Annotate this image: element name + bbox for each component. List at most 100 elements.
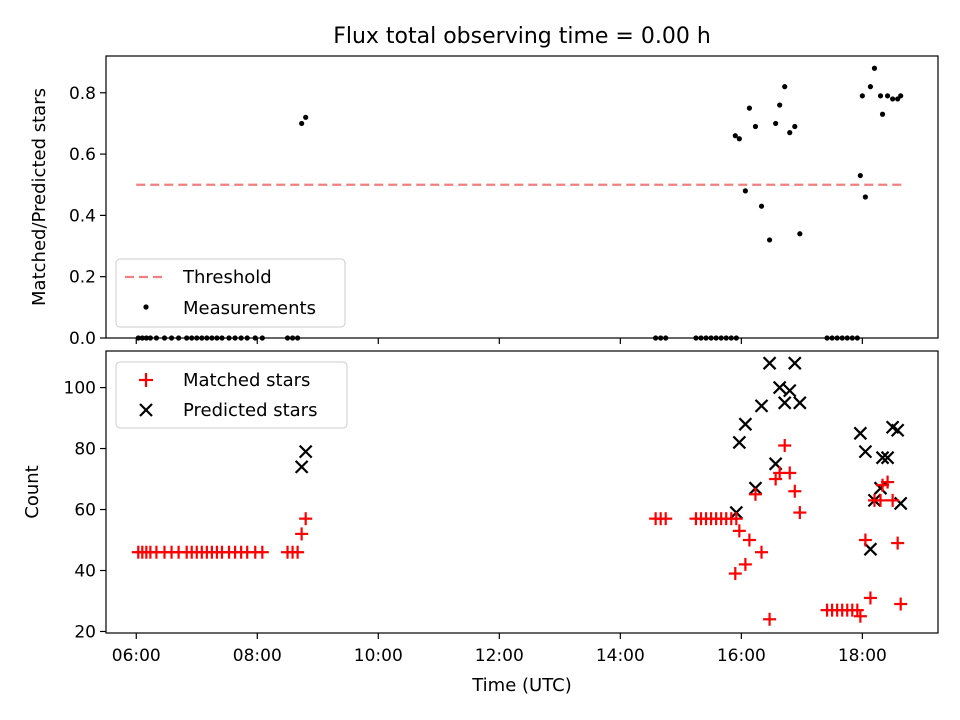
measurement-point	[877, 93, 884, 99]
predicted-point	[880, 450, 895, 465]
top-y-tick-label: 0.0	[69, 329, 96, 349]
matched-point	[738, 557, 752, 571]
matched-point	[863, 591, 877, 605]
measurement-point	[746, 105, 753, 111]
matched-stars-series	[131, 439, 908, 626]
matched-point	[778, 439, 792, 453]
matched-point	[858, 533, 872, 547]
top-y-tick-label: 0.2	[69, 268, 96, 288]
bottom-x-tick-label: 08:00	[233, 646, 282, 666]
top-plot-frame	[105, 55, 939, 339]
matched-point	[891, 536, 905, 550]
bottom-plot-frame	[105, 350, 939, 634]
measurement-point	[884, 93, 891, 99]
predicted-point	[294, 460, 309, 474]
measurement-point	[742, 188, 748, 194]
predicted-point	[762, 356, 777, 370]
predicted-point	[777, 396, 792, 410]
top-panel: 0.00.20.40.60.8 Matched/Predicted stars …	[29, 55, 939, 349]
predicted-point	[298, 444, 313, 459]
matched-point	[299, 512, 313, 526]
legend-predicted-swatch	[139, 403, 153, 417]
measurement-point	[732, 133, 738, 139]
matched-point	[850, 603, 864, 617]
matched-point	[742, 533, 756, 547]
measurement-point	[890, 96, 896, 102]
matched-point	[874, 493, 888, 507]
bottom-panel: 20 40 60 80 100 06:00 08:00 10:00 12:00 14:00 16:…	[22, 350, 939, 696]
bottom-y-tick-label: 80	[74, 440, 96, 460]
measurement-point	[898, 93, 904, 99]
predicted-point	[738, 417, 753, 431]
matched-point	[783, 466, 797, 480]
matched-point	[788, 484, 802, 498]
matched-point	[255, 545, 269, 559]
bottom-x-axis-ticks: 06:00 08:00 10:00 12:00 14:00 16:00 18:00	[112, 633, 887, 666]
predicted-point	[772, 380, 787, 395]
measurement-point	[859, 93, 865, 99]
legend-measurements-swatch	[143, 304, 149, 310]
measurements-series	[135, 65, 904, 341]
bottom-y-axis-label: Count	[22, 465, 43, 518]
bottom-y-tick-label: 60	[74, 501, 96, 521]
bottom-x-tick-label: 12:00	[475, 646, 524, 666]
bottom-y-axis-ticks: 20 40 60 80 100	[64, 379, 106, 642]
top-y-tick-label: 0.8	[69, 84, 96, 104]
predicted-point	[875, 450, 890, 465]
matched-point	[763, 612, 777, 626]
measurement-point	[758, 203, 765, 209]
measurement-point	[792, 123, 798, 130]
matched-point	[755, 545, 769, 559]
measurement-point	[787, 130, 793, 136]
top-y-tick-label: 0.4	[69, 206, 96, 226]
measurement-point	[766, 237, 773, 243]
matched-point	[748, 487, 762, 501]
bottom-x-tick-label: 18:00	[838, 646, 887, 666]
predicted-point	[782, 383, 797, 398]
bottom-x-tick-label: 10:00	[354, 646, 403, 666]
legend-matched-label: Matched stars	[183, 370, 310, 391]
measurement-point	[782, 84, 788, 90]
measurement-point	[879, 111, 886, 117]
predicted-point	[788, 356, 802, 370]
matched-point	[894, 597, 908, 611]
predicted-point	[890, 423, 905, 438]
measurement-point	[736, 136, 742, 142]
matched-point	[729, 512, 743, 526]
bottom-y-tick-label: 100	[64, 379, 96, 399]
measurement-point	[299, 120, 305, 127]
bottom-x-tick-label: 06:00	[112, 646, 161, 666]
predicted-point	[858, 444, 873, 459]
matched-point	[853, 609, 867, 623]
bottom-y-tick-label: 40	[74, 562, 96, 582]
matched-point	[793, 506, 807, 520]
top-chart-title: Flux total observing time = 0.00 h	[333, 24, 711, 49]
bottom-legend: Matched stars Predicted stars	[115, 361, 348, 429]
bottom-x-tick-label: 14:00	[596, 646, 645, 666]
bottom-x-axis-label: Time (UTC)	[471, 675, 572, 696]
measurement-point	[871, 65, 878, 71]
top-y-axis-label: Matched/Predicted stars	[29, 88, 50, 306]
measurement-point	[777, 102, 783, 108]
top-legend-box	[115, 258, 346, 328]
measurement-point	[773, 120, 779, 127]
measurement-point	[857, 172, 863, 179]
bottom-x-tick-label: 16:00	[717, 646, 766, 666]
top-y-tick-label: 0.6	[69, 145, 96, 165]
legend-matched-swatch	[139, 373, 153, 387]
matched-point	[732, 524, 746, 538]
measurement-point	[752, 123, 759, 130]
matched-point	[291, 545, 305, 559]
predicted-point	[793, 396, 807, 410]
top-legend: Threshold Measurements	[115, 258, 346, 328]
matched-point	[728, 567, 742, 581]
bottom-legend-box	[115, 361, 348, 429]
measurement-point	[867, 84, 874, 90]
legend-predicted-label: Predicted stars	[183, 400, 317, 421]
matched-point	[659, 512, 673, 526]
measurement-point	[303, 114, 309, 120]
matched-point	[881, 475, 895, 489]
matched-point	[886, 493, 900, 507]
